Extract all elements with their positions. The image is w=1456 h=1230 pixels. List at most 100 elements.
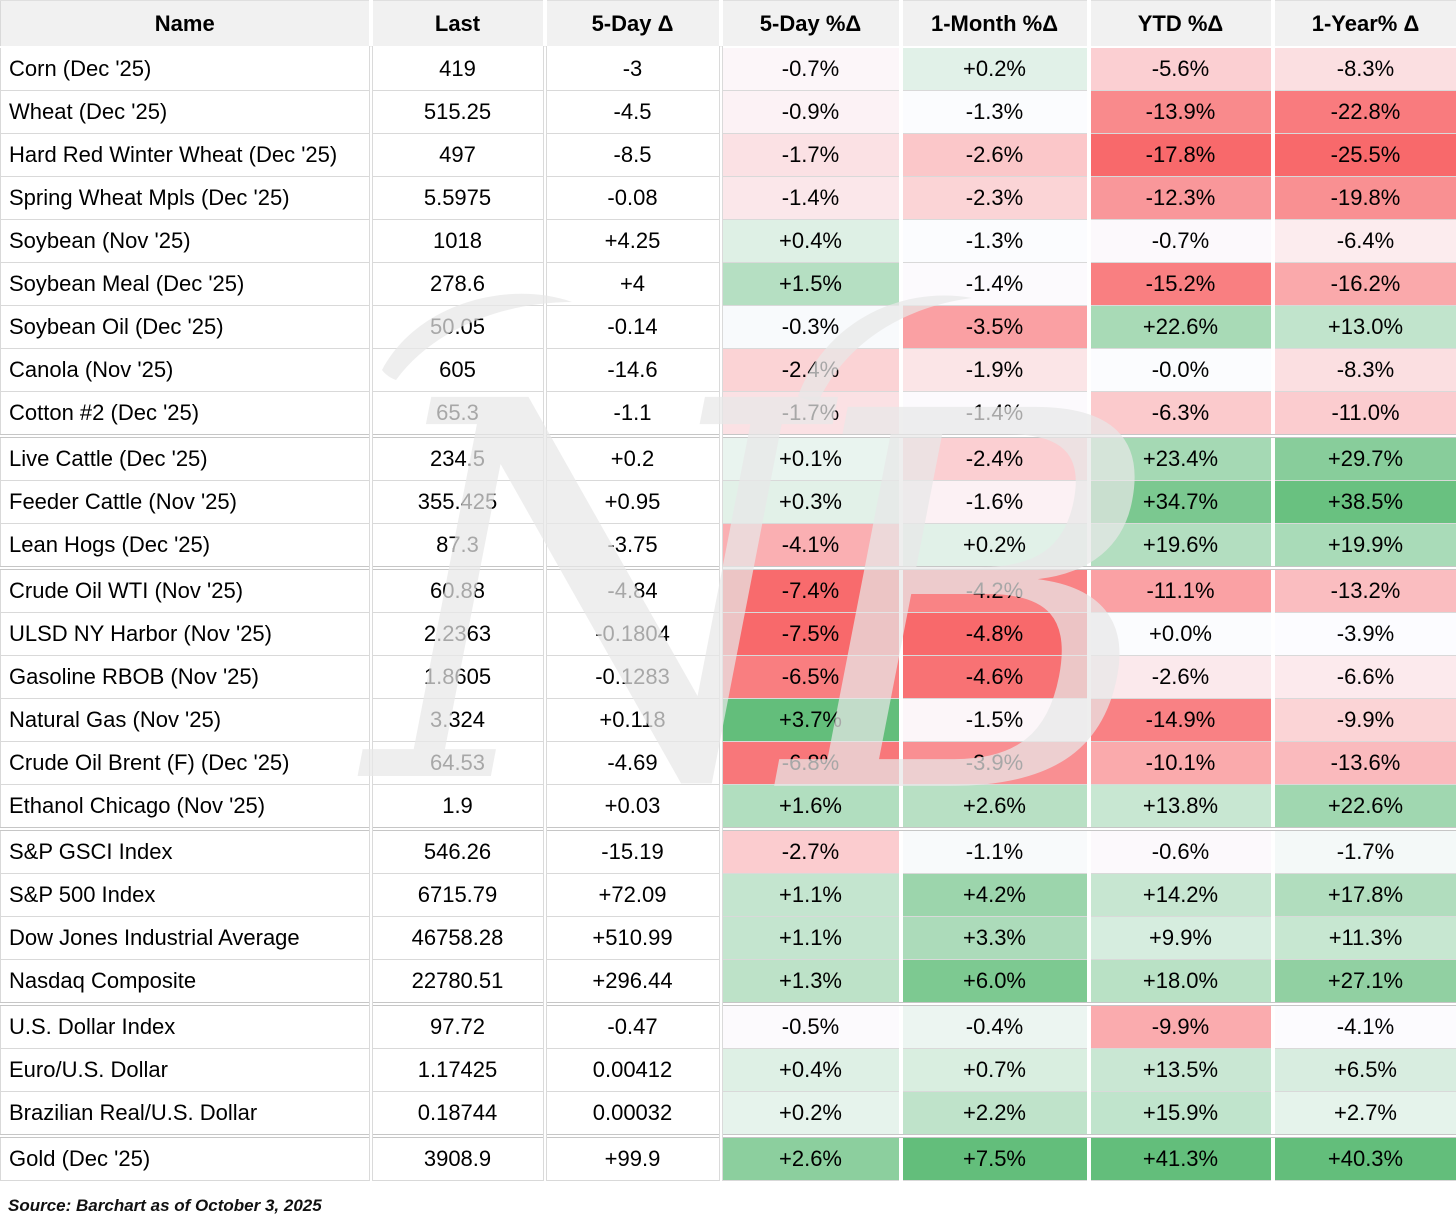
header-row: Name Last 5-Day Δ 5-Day %Δ 1-Month %Δ YTD %Δ 1… — [0, 0, 1456, 48]
pct-change-cell: +1.3% — [720, 959, 903, 1004]
last-cell: 46758.28 — [370, 916, 547, 960]
name-cell: Corn (Dec '25) — [0, 46, 373, 91]
last-cell: 355.425 — [370, 480, 547, 524]
name-cell: Natural Gas (Nov '25) — [0, 698, 373, 742]
pct-change-cell: -2.7% — [720, 827, 903, 874]
pct-change-cell: +17.8% — [1272, 873, 1456, 917]
pct-change-cell: -1.7% — [720, 133, 903, 177]
pct-change-cell: +38.5% — [1272, 480, 1456, 524]
table-row: Cotton #2 (Dec '25) 65.3 -1.1 -1.7% -1.4% -6.… — [0, 391, 1456, 436]
pct-change-cell: +6.5% — [1272, 1048, 1456, 1092]
pct-change-cell: -2.4% — [900, 434, 1091, 481]
change-cell: +72.09 — [544, 873, 723, 917]
pct-change-cell: -1.3% — [900, 90, 1091, 134]
pct-change-cell: -1.7% — [1272, 827, 1456, 874]
pct-change-cell: -1.6% — [900, 480, 1091, 524]
change-cell: -1.1 — [544, 391, 723, 436]
pct-change-cell: +14.2% — [1088, 873, 1275, 917]
last-cell: 65.3 — [370, 391, 547, 436]
pct-change-cell: +0.7% — [900, 1048, 1091, 1092]
pct-change-cell: +19.9% — [1272, 523, 1456, 568]
name-cell: Feeder Cattle (Nov '25) — [0, 480, 373, 524]
table-row: Brazilian Real/U.S. Dollar 0.18744 0.00032… — [0, 1091, 1456, 1136]
pct-change-cell: -6.6% — [1272, 655, 1456, 699]
pct-change-cell: +34.7% — [1088, 480, 1275, 524]
name-cell: Gold (Dec '25) — [0, 1134, 373, 1181]
name-cell: Crude Oil WTI (Nov '25) — [0, 566, 373, 613]
change-cell: +4 — [544, 262, 723, 306]
pct-change-cell: -9.9% — [1272, 698, 1456, 742]
last-cell: 546.26 — [370, 827, 547, 874]
name-cell: U.S. Dollar Index — [0, 1002, 373, 1049]
table-row: Soybean Oil (Dec '25) 50.05 -0.14 -0.3% -3.5… — [0, 305, 1456, 349]
header-cell: 1-Year% Δ — [1272, 0, 1456, 48]
change-cell: -3.75 — [544, 523, 723, 568]
pct-change-cell: +1.1% — [720, 873, 903, 917]
pct-change-cell: -2.4% — [720, 348, 903, 392]
name-cell: Lean Hogs (Dec '25) — [0, 523, 373, 568]
change-cell: -0.1283 — [544, 655, 723, 699]
pct-change-cell: -1.4% — [900, 262, 1091, 306]
name-cell: Dow Jones Industrial Average — [0, 916, 373, 960]
change-cell: -0.14 — [544, 305, 723, 349]
table-row: S&P 500 Index 6715.79 +72.09 +1.1% +4.2% +14.… — [0, 873, 1456, 917]
change-cell: 0.00032 — [544, 1091, 723, 1136]
pct-change-cell: -0.7% — [1088, 219, 1275, 263]
table-row: Crude Oil WTI (Nov '25) 60.88 -4.84 -7.4% -4… — [0, 566, 1456, 613]
pct-change-cell: +19.6% — [1088, 523, 1275, 568]
name-cell: Live Cattle (Dec '25) — [0, 434, 373, 481]
header-cell: Last — [370, 0, 547, 48]
pct-change-cell: -0.6% — [1088, 827, 1275, 874]
table-row: S&P GSCI Index 546.26 -15.19 -2.7% -1.1% -0.6… — [0, 827, 1456, 874]
pct-change-cell: +22.6% — [1088, 305, 1275, 349]
pct-change-cell: +13.0% — [1272, 305, 1456, 349]
last-cell: 97.72 — [370, 1002, 547, 1049]
change-cell: +0.118 — [544, 698, 723, 742]
table-row: Feeder Cattle (Nov '25) 355.425 +0.95 +0.3%… — [0, 480, 1456, 524]
pct-change-cell: -5.6% — [1088, 46, 1275, 91]
name-cell: Wheat (Dec '25) — [0, 90, 373, 134]
pct-change-cell: -1.4% — [900, 391, 1091, 436]
change-cell: -4.84 — [544, 566, 723, 613]
change-cell: +99.9 — [544, 1134, 723, 1181]
pct-change-cell: -3.9% — [900, 741, 1091, 785]
pct-change-cell: -4.8% — [900, 612, 1091, 656]
last-cell: 5.5975 — [370, 176, 547, 220]
last-cell: 2.2363 — [370, 612, 547, 656]
pct-change-cell: -2.6% — [1088, 655, 1275, 699]
pct-change-cell: -0.4% — [900, 1002, 1091, 1049]
pct-change-cell: +3.3% — [900, 916, 1091, 960]
last-cell: 3908.9 — [370, 1134, 547, 1181]
last-cell: 60.88 — [370, 566, 547, 613]
table-row: Soybean (Nov '25) 1018 +4.25 +0.4% -1.3% -0.7… — [0, 219, 1456, 263]
name-cell: S&P 500 Index — [0, 873, 373, 917]
pct-change-cell: -1.9% — [900, 348, 1091, 392]
name-cell: Nasdaq Composite — [0, 959, 373, 1004]
change-cell: -8.5 — [544, 133, 723, 177]
pct-change-cell: -1.1% — [900, 827, 1091, 874]
name-cell: Soybean Oil (Dec '25) — [0, 305, 373, 349]
change-cell: -14.6 — [544, 348, 723, 392]
table-row: Wheat (Dec '25) 515.25 -4.5 -0.9% -1.3% -13.9… — [0, 90, 1456, 134]
table-row: Live Cattle (Dec '25) 234.5 +0.2 +0.1% -2.4%… — [0, 434, 1456, 481]
pct-change-cell: +0.2% — [900, 523, 1091, 568]
pct-change-cell: -4.2% — [900, 566, 1091, 613]
last-cell: 87.3 — [370, 523, 547, 568]
header-cell: 1-Month %Δ — [900, 0, 1091, 48]
pct-change-cell: +3.7% — [720, 698, 903, 742]
table-row: Natural Gas (Nov '25) 3.324 +0.118 +3.7% -1.… — [0, 698, 1456, 742]
name-cell: Spring Wheat Mpls (Dec '25) — [0, 176, 373, 220]
pct-change-cell: -1.4% — [720, 176, 903, 220]
last-cell: 515.25 — [370, 90, 547, 134]
pct-change-cell: +11.3% — [1272, 916, 1456, 960]
name-cell: Hard Red Winter Wheat (Dec '25) — [0, 133, 373, 177]
pct-change-cell: +0.3% — [720, 480, 903, 524]
name-cell: Canola (Nov '25) — [0, 348, 373, 392]
change-cell: 0.00412 — [544, 1048, 723, 1092]
pct-change-cell: -4.1% — [720, 523, 903, 568]
change-cell: -3 — [544, 46, 723, 91]
pct-change-cell: +1.1% — [720, 916, 903, 960]
name-cell: ULSD NY Harbor (Nov '25) — [0, 612, 373, 656]
pct-change-cell: +2.6% — [720, 1134, 903, 1181]
table-row: Spring Wheat Mpls (Dec '25) 5.5975 -0.08 -1… — [0, 176, 1456, 220]
